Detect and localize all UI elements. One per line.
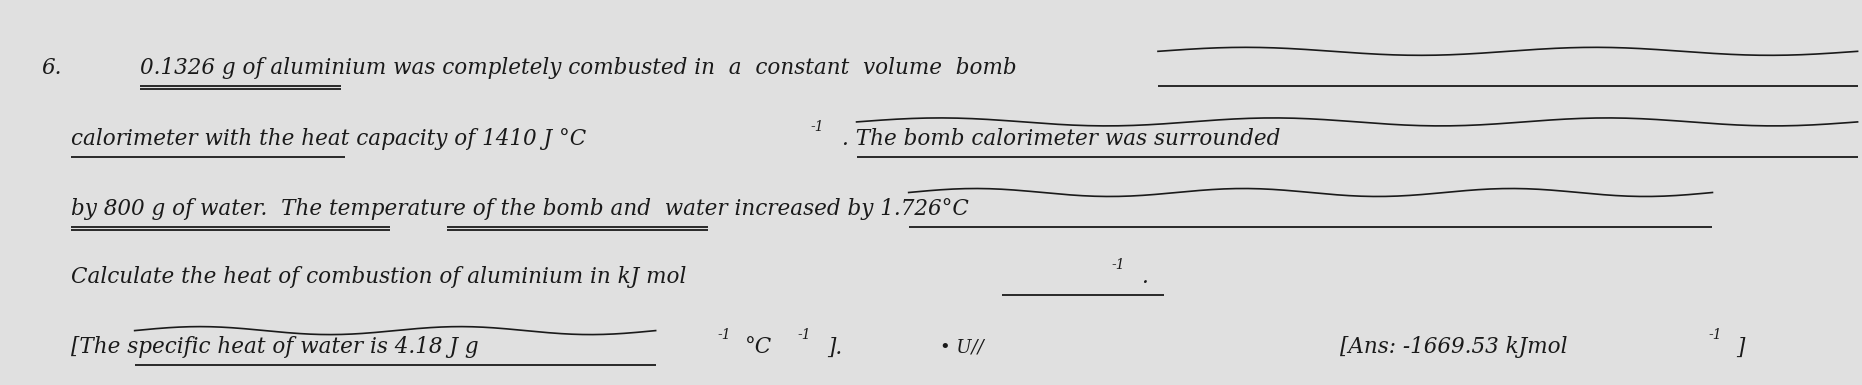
Text: calorimeter with the heat capacity of 1410 J °C: calorimeter with the heat capacity of 14… — [71, 128, 587, 150]
Text: ]: ] — [1737, 336, 1745, 358]
Text: ].: ]. — [827, 336, 842, 358]
Text: Calculate the heat of combustion of aluminium in kJ mol: Calculate the heat of combustion of alum… — [71, 266, 687, 288]
Text: °C: °C — [745, 336, 773, 358]
Text: 6.: 6. — [41, 57, 61, 79]
Text: 0.1326 g of aluminium was completely combusted in  a  constant  volume  bomb: 0.1326 g of aluminium was completely com… — [140, 57, 1017, 79]
Text: -1: -1 — [797, 328, 810, 342]
Text: by 800 g of water.  The temperature of the bomb and  water increased by 1.726°C: by 800 g of water. The temperature of th… — [71, 198, 970, 220]
Text: -1: -1 — [1709, 328, 1722, 342]
Text: . The bomb calorimeter was surrounded: . The bomb calorimeter was surrounded — [842, 128, 1279, 150]
Text: • U//: • U// — [940, 338, 983, 357]
Text: [The specific heat of water is 4.18 J g: [The specific heat of water is 4.18 J g — [71, 336, 479, 358]
Text: [Ans: -1669.53 kJmol: [Ans: -1669.53 kJmol — [1341, 336, 1568, 358]
Text: -1: -1 — [717, 328, 730, 342]
Text: -1: -1 — [810, 119, 823, 134]
Text: -1: -1 — [1112, 258, 1125, 272]
Text: .: . — [1141, 266, 1149, 288]
